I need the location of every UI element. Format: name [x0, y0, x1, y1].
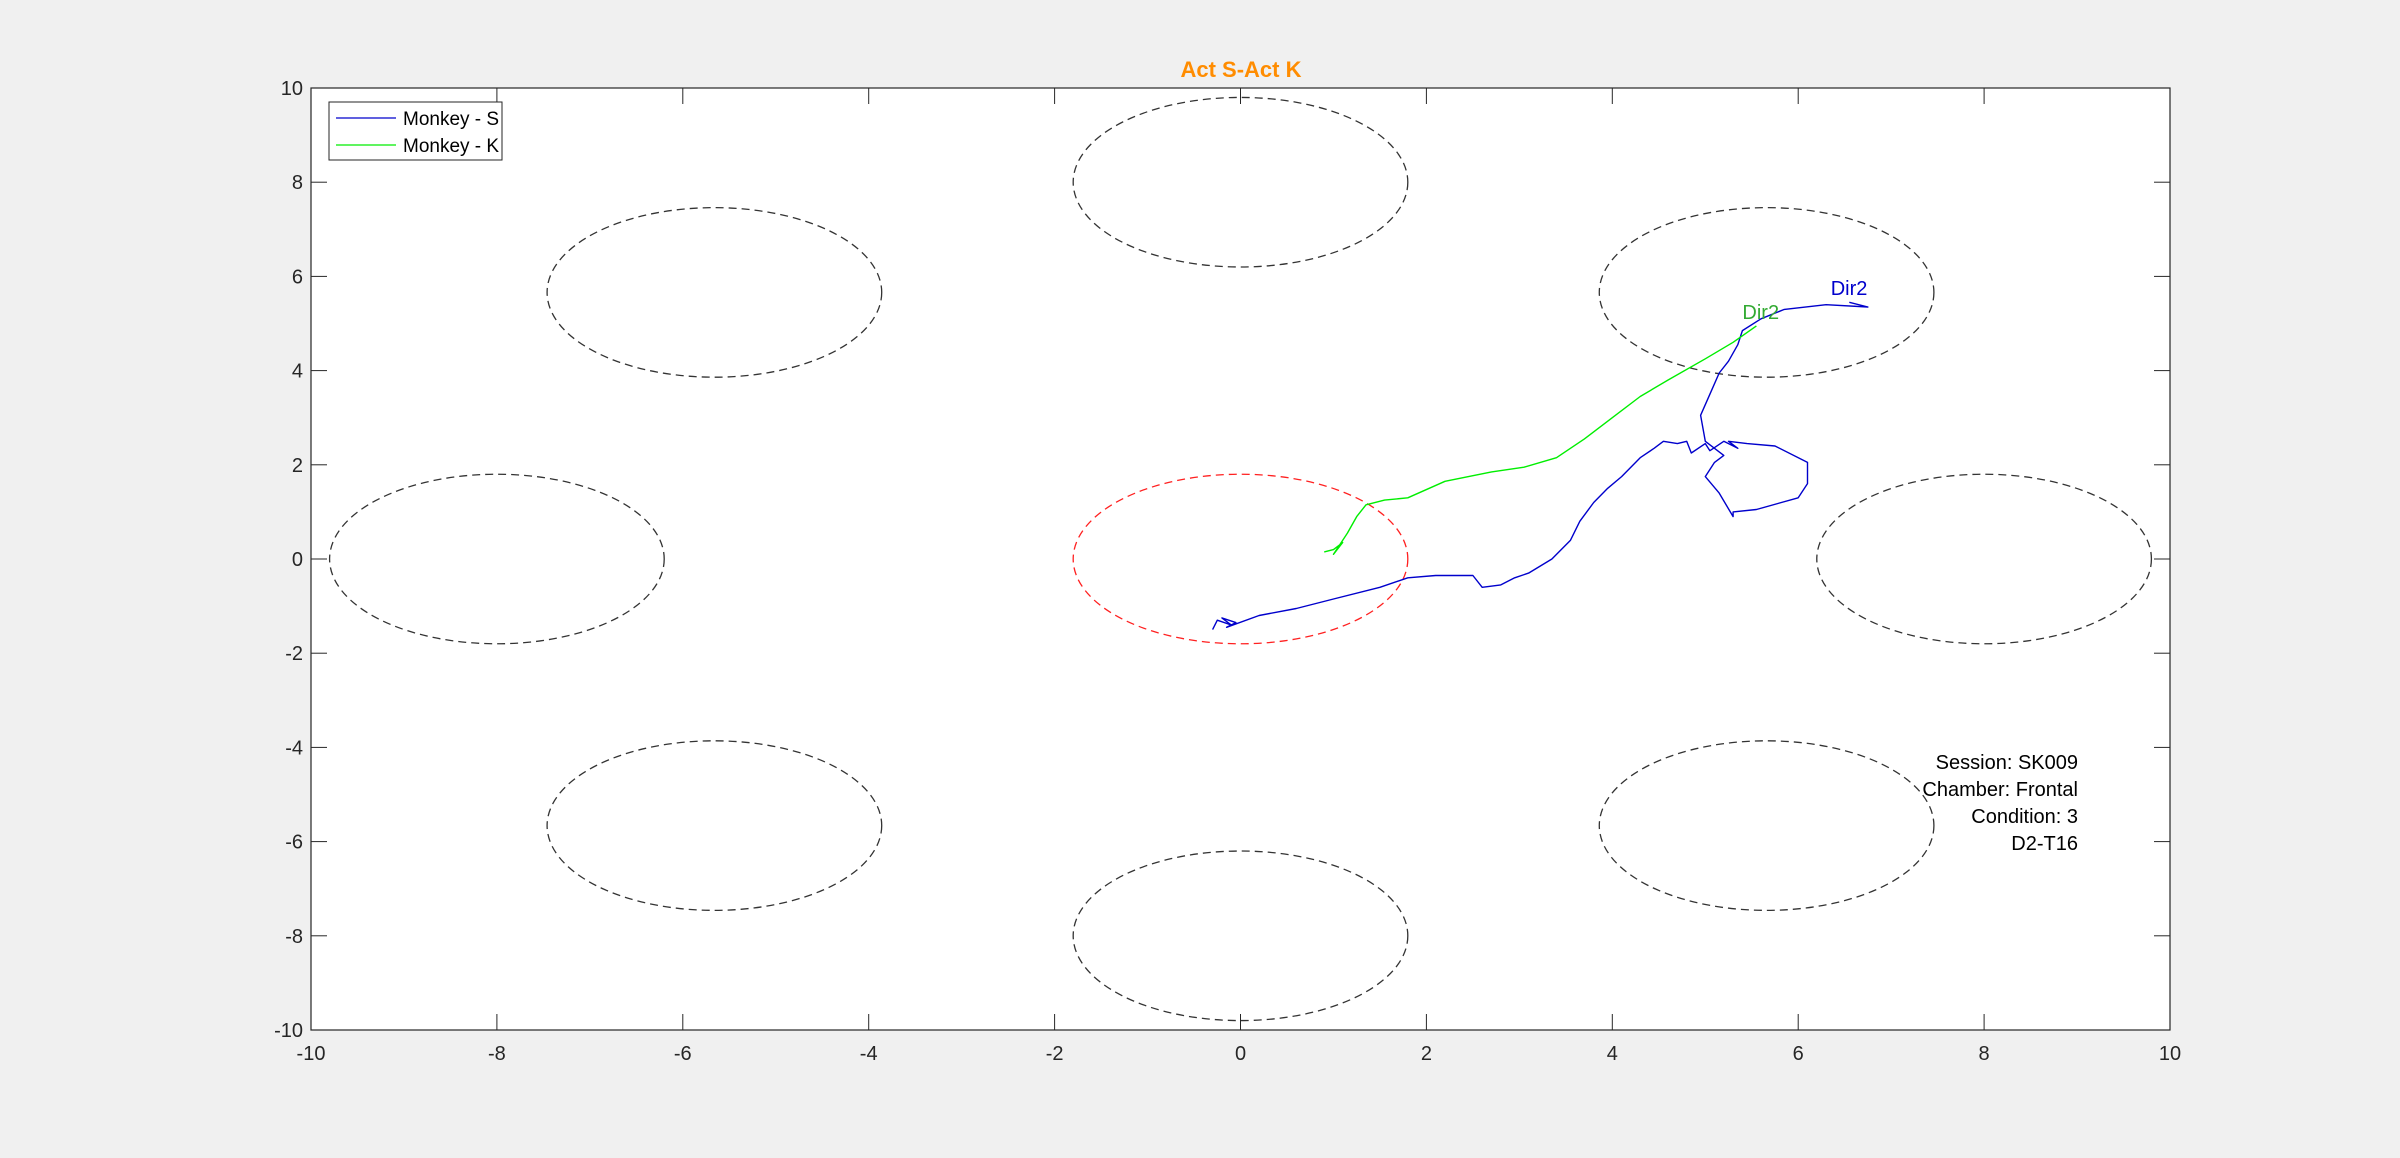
y-tick-label: 6	[292, 266, 303, 288]
annotation-session: Session: SK009	[1936, 752, 2078, 774]
target-circle-3	[1598, 206, 1935, 378]
axis-ticks: -10 -8 -6 -4 -2 0 2 4 6 8 10 -10 -8 -6 -4 -2 0 2 4 6 8 10	[274, 78, 2181, 1065]
x-tick-label: -4	[860, 1043, 878, 1065]
annotation-trial: D2-T16	[2011, 833, 2078, 855]
target-circle-8	[1598, 740, 1935, 912]
annotation-condition: Condition: 3	[1971, 806, 2078, 828]
x-tick-label: -8	[488, 1043, 506, 1065]
trajectories	[1211, 301, 1869, 630]
legend-box	[328, 101, 503, 161]
target-circle-2	[546, 206, 883, 378]
axes-background	[311, 88, 2170, 1030]
series-line-monkey-s	[1211, 301, 1869, 630]
target-circle-1	[1072, 96, 1409, 268]
x-tick-label: 8	[1979, 1043, 1990, 1065]
y-tick-label: -8	[285, 926, 303, 948]
x-tick-label: 0	[1235, 1043, 1246, 1065]
y-tick-label: -4	[285, 737, 303, 759]
x-tick-label: -6	[674, 1043, 692, 1065]
y-tick-label: 4	[292, 361, 303, 383]
x-tick-label: -10	[297, 1043, 326, 1065]
x-tick-label: 2	[1421, 1043, 1432, 1065]
target-circles	[328, 96, 2153, 1022]
x-tick-label: 10	[2159, 1043, 2181, 1065]
target-circle-9	[1072, 850, 1409, 1022]
legend-label-monkey-s: Monkey - S	[403, 109, 499, 130]
session-annotation: Session: SK009 Chamber: Frontal Conditio…	[1922, 752, 2078, 855]
y-tick-label: 0	[292, 549, 303, 571]
series-line-monkey-k	[1324, 325, 1757, 555]
y-tick-label: 10	[281, 78, 303, 100]
y-tick-label: 2	[292, 455, 303, 477]
endpoint-label-monkey-k: Dir2	[1742, 302, 1779, 324]
x-tick-label: 4	[1607, 1043, 1618, 1065]
y-tick-label: -6	[285, 832, 303, 854]
y-tick-label: 8	[292, 172, 303, 194]
endpoint-labels: Dir2 Dir2	[1742, 278, 1867, 324]
annotation-chamber: Chamber: Frontal	[1922, 779, 2078, 801]
x-tick-label: -2	[1046, 1043, 1064, 1065]
axes-frame	[310, 87, 2171, 1031]
x-tick-label: 6	[1793, 1043, 1804, 1065]
legend-label-monkey-k: Monkey - K	[403, 136, 499, 157]
target-circle-6	[1816, 473, 2153, 645]
target-circle-5	[1072, 473, 1409, 645]
endpoint-label-monkey-s: Dir2	[1831, 278, 1868, 300]
chart-title: Act S-Act K	[1180, 57, 1301, 82]
target-circle-7	[546, 740, 883, 912]
target-circle-4	[328, 473, 665, 645]
y-tick-label: -2	[285, 643, 303, 665]
y-tick-label: -10	[274, 1020, 303, 1042]
legend: Monkey - S Monkey - K	[328, 101, 503, 161]
